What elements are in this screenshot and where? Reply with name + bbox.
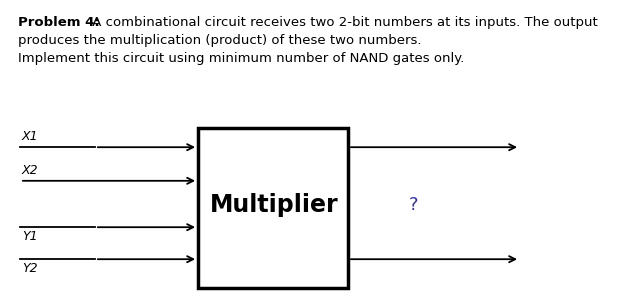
Text: ?: ? — [408, 196, 418, 214]
Text: produces the multiplication (product) of these two numbers.: produces the multiplication (product) of… — [18, 34, 422, 47]
Text: Y1: Y1 — [22, 230, 38, 243]
Text: X1: X1 — [22, 130, 38, 143]
Text: Y2: Y2 — [22, 262, 38, 275]
Text: A combinational circuit receives two 2-bit numbers at its inputs. The output: A combinational circuit receives two 2-b… — [88, 16, 597, 29]
Text: Problem 4:: Problem 4: — [18, 16, 100, 29]
Text: Implement this circuit using minimum number of NAND gates only.: Implement this circuit using minimum num… — [18, 52, 465, 65]
Bar — [198, 128, 348, 288]
Text: Multiplier: Multiplier — [210, 193, 339, 217]
Text: X2: X2 — [22, 164, 38, 177]
